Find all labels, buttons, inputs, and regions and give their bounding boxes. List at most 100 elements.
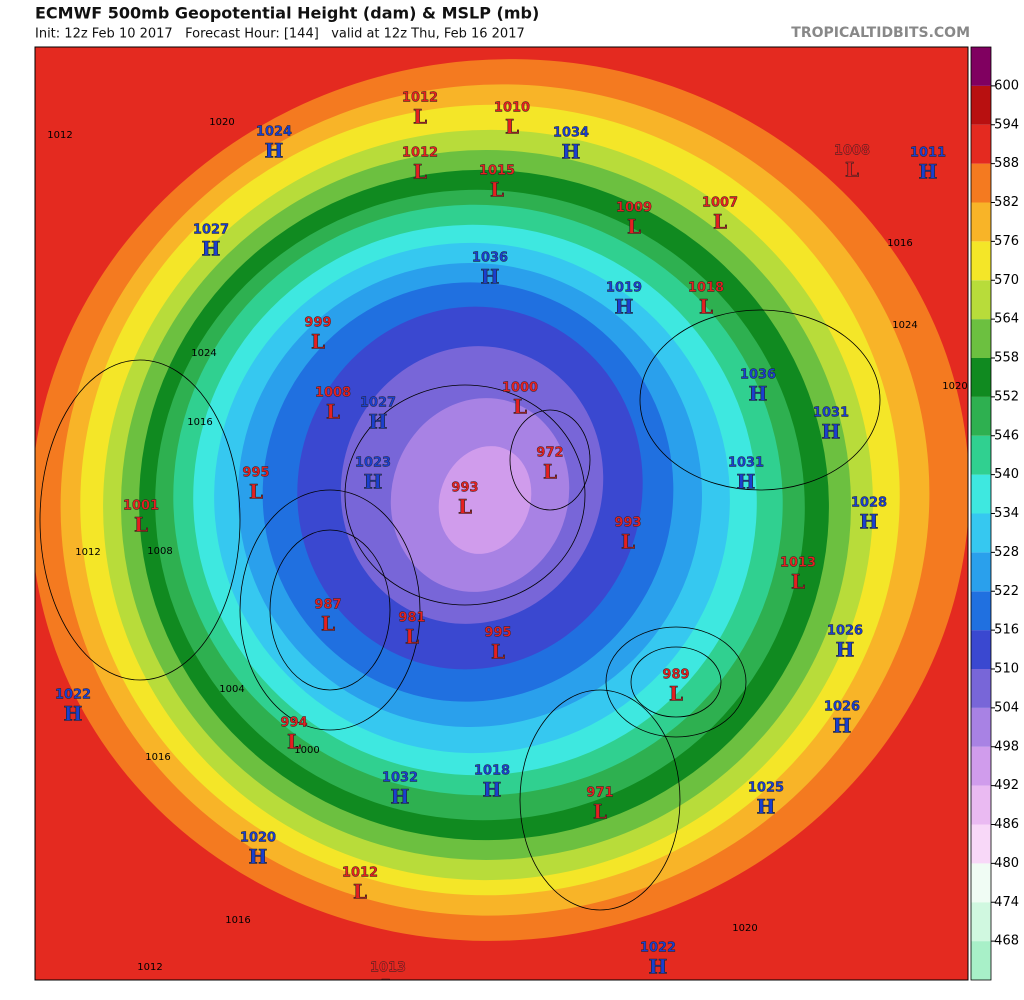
center-pressure: 1032 [382, 771, 418, 786]
colorbar-band [971, 124, 991, 164]
isobar-label: 1004 [219, 684, 244, 695]
center-symbol: L [249, 480, 263, 504]
isobar-label: 1012 [47, 130, 72, 141]
center-pressure: 1022 [640, 941, 676, 956]
colorbar-band [971, 202, 991, 242]
colorbar-band [971, 85, 991, 125]
center-pressure: 993 [451, 481, 478, 496]
center-pressure: 1013 [370, 961, 406, 976]
colorbar-band [971, 591, 991, 631]
center-symbol: L [413, 160, 427, 184]
isobar [605, 626, 747, 738]
center-symbol: L [699, 295, 713, 319]
center-symbol: L [491, 640, 505, 664]
center-symbol: L [311, 330, 325, 354]
isobar [509, 409, 591, 511]
colorbar-band [971, 824, 991, 864]
isobar-label: 1024 [892, 320, 917, 331]
isobar [630, 646, 722, 718]
center-pressure: 1007 [702, 196, 738, 211]
center-symbol: H [833, 714, 852, 738]
center-symbol: H [249, 845, 268, 869]
colorbar-tick-label: 504 [994, 700, 1019, 715]
colorbar-tick-label: 558 [994, 351, 1019, 366]
colorbar-tick-label: 528 [994, 545, 1019, 560]
colorbar-tick-label: 474 [994, 895, 1019, 910]
colorbar-band [971, 785, 991, 825]
isobar-label: 1012 [75, 547, 100, 558]
colorbar-tick-label: 570 [994, 273, 1019, 288]
isobar-label: 1020 [732, 923, 757, 934]
colorbar-tick-label: 582 [994, 195, 1019, 210]
center-symbol: H [749, 382, 768, 406]
center-symbol: H [860, 510, 879, 534]
center-pressure: 1036 [472, 251, 508, 266]
center-symbol: L [321, 612, 335, 636]
center-pressure: 1000 [502, 381, 538, 396]
colorbar-band [971, 941, 991, 980]
colorbar-band [971, 241, 991, 281]
center-pressure: 989 [662, 668, 689, 683]
center-pressure: 1019 [606, 281, 642, 296]
colorbar-tick-label: 534 [994, 506, 1019, 521]
center-pressure: 1031 [813, 406, 849, 421]
center-symbol: L [490, 178, 504, 202]
colorbar-tick-label: 600 [994, 78, 1019, 93]
center-symbol: L [593, 800, 607, 824]
colorbar-band [971, 707, 991, 747]
colorbar-band [971, 358, 991, 397]
center-pressure: 1020 [240, 831, 276, 846]
center-symbol: L [845, 158, 859, 182]
colorbar-band [971, 552, 991, 592]
colorbar-band [971, 902, 991, 942]
credit: TROPICALTIDBITS.COM [791, 25, 970, 41]
center-symbol: H [202, 237, 221, 261]
isobar-label: 1008 [147, 546, 172, 557]
center-pressure: 1015 [479, 164, 515, 179]
center-pressure: 1022 [55, 688, 91, 703]
center-symbol: H [369, 410, 388, 434]
center-symbol: L [621, 530, 635, 554]
center-pressure: 999 [304, 316, 331, 331]
colorbar-band [971, 669, 991, 708]
center-pressure: 972 [536, 446, 563, 461]
isobar [519, 689, 681, 911]
center-pressure: 1024 [256, 125, 292, 140]
center-pressure: 1031 [728, 456, 764, 471]
center-pressure: 1026 [824, 700, 860, 715]
colorbar-band [971, 513, 991, 553]
colorbar-band [971, 746, 991, 786]
map-border [34, 46, 969, 981]
center-pressure: 1036 [740, 368, 776, 383]
center-pressure: 995 [484, 626, 511, 641]
center-pressure: 994 [280, 716, 307, 731]
center-symbol: H [836, 638, 855, 662]
title: ECMWF 500mb Geopotential Height (dam) & … [35, 4, 539, 23]
colorbar-band [971, 474, 991, 514]
center-pressure: 1034 [553, 126, 589, 141]
center-pressure: 1026 [827, 624, 863, 639]
center-symbol: L [381, 975, 395, 999]
colorbar-tick-label: 480 [994, 856, 1019, 871]
center-symbol: L [513, 395, 527, 419]
colorbar-band [971, 163, 991, 203]
isobar-label: 1016 [145, 752, 170, 763]
center-symbol: L [791, 570, 805, 594]
colorbar-tick-label: 486 [994, 817, 1019, 832]
center-pressure: 1011 [910, 146, 946, 161]
isobar-label: 1020 [942, 381, 967, 392]
center-symbol: H [822, 420, 841, 444]
colorbar-tick-label: 468 [994, 934, 1019, 949]
center-pressure: 1013 [780, 556, 816, 571]
center-symbol: H [562, 140, 581, 164]
isobar [344, 384, 586, 606]
center-symbol: H [649, 955, 668, 979]
center-pressure: 1018 [474, 764, 510, 779]
isobar [239, 489, 421, 731]
center-pressure: 987 [314, 598, 341, 613]
colorbar-band [971, 396, 991, 436]
center-symbol: H [265, 139, 284, 163]
center-symbol: L [458, 495, 472, 519]
colorbar-tick-label: 588 [994, 156, 1019, 171]
